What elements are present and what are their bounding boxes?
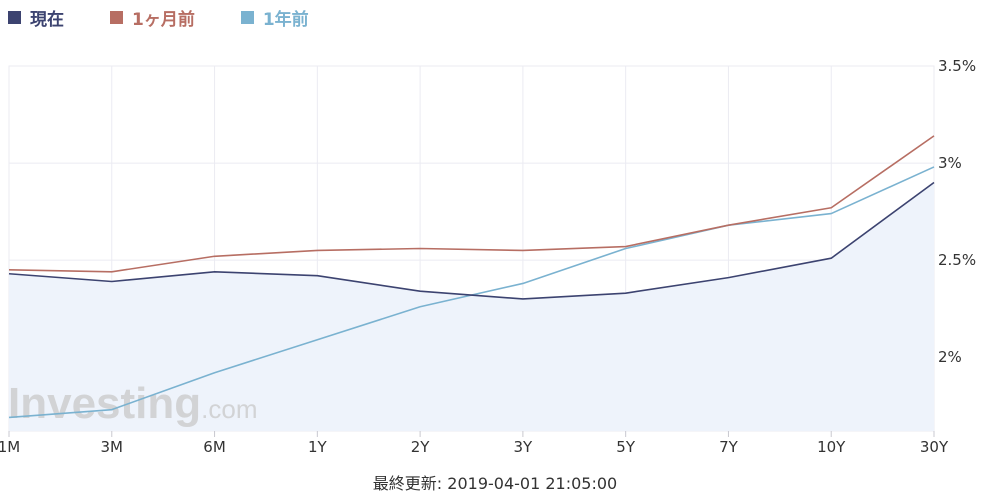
y-tick-label: 2.5% [938,251,976,269]
investing-watermark: Investing.com [8,379,258,428]
legend-swatch-current [8,10,21,24]
legend-item-current[interactable]: 現在 [8,5,64,30]
chart-legend: 現在 1ヶ月前 1年前 [8,5,355,30]
line-current [8,181,935,300]
watermark-brand: Investing [8,379,201,428]
legend-swatch-1-month-ago [110,10,123,24]
line-1-month-ago [8,135,935,273]
x-tick-label: 7Y [719,438,739,456]
legend-swatch-1-year-ago [240,10,254,24]
y-tick-label: 2% [938,348,962,366]
x-tick-label: 5Y [616,438,636,456]
x-tick-label: 3Y [514,438,534,456]
last-updated-timestamp: 2019-04-01 21:05:00 [447,474,618,493]
area-current [9,182,934,431]
x-tick-label: 30Y [920,438,949,456]
legend-label-current: 現在 [30,9,64,30]
legend-item-1-month-ago[interactable]: 1ヶ月前 [110,5,195,30]
last-updated-label: 最終更新: [372,474,443,493]
watermark-suffix: .com [201,394,257,424]
x-tick-label: 10Y [817,438,846,456]
legend-label-1-month-ago: 1ヶ月前 [132,9,195,30]
y-tick-label: 3% [938,154,962,172]
x-tick-label: 1M [0,438,20,456]
legend-item-1-year-ago[interactable]: 1年前 [240,5,309,30]
x-tick-label: 6M [203,438,226,456]
legend-label-1-year-ago: 1年前 [262,9,309,30]
x-tick-label: 1Y [308,438,328,456]
y-tick-label: 3.5% [938,57,976,75]
last-updated: 最終更新: 2019-04-01 21:05:00 [0,470,990,494]
x-tick-label: 2Y [411,438,431,456]
x-tick-label: 3M [101,438,124,456]
